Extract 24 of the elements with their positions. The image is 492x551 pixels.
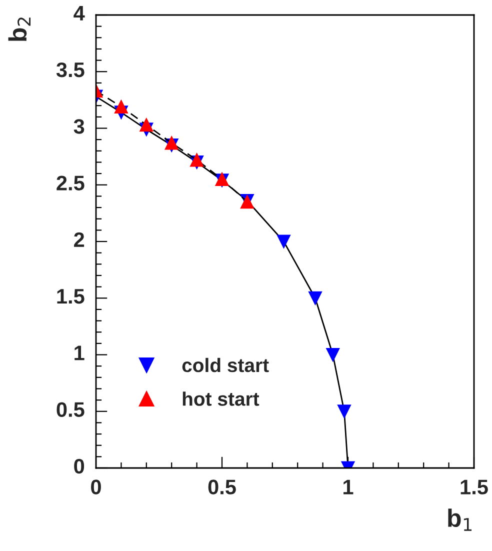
y-tick-label: 0.5	[56, 402, 84, 417]
point	[308, 291, 322, 305]
x-tick-label: 0	[91, 480, 101, 494]
y-tick-label: 4	[74, 6, 85, 20]
x-tick-label: 1	[344, 480, 354, 494]
y-tick-label: 2.5	[56, 176, 84, 190]
point	[164, 136, 178, 150]
y-tick-label: 2	[74, 232, 84, 247]
legend-label: cold start	[182, 358, 269, 372]
x-axis-title: b$_{1}$	[448, 508, 472, 531]
x-tick-label: 1.5	[460, 480, 488, 494]
point	[140, 118, 154, 132]
y-tick-label: 3.5	[56, 62, 84, 78]
point	[337, 404, 351, 418]
y-tick-label: 3	[74, 119, 84, 134]
y-tick-label: 1.5	[57, 289, 84, 304]
y-tick-label: 0	[74, 458, 84, 474]
point	[276, 234, 291, 248]
x-tick-label: 0.5	[208, 480, 236, 494]
point	[114, 100, 128, 114]
point	[326, 348, 340, 362]
y-tick-label: 1	[74, 346, 84, 360]
legend-label: hot start	[182, 392, 260, 406]
y-axis-title: b$_{2}$	[8, 18, 31, 41]
